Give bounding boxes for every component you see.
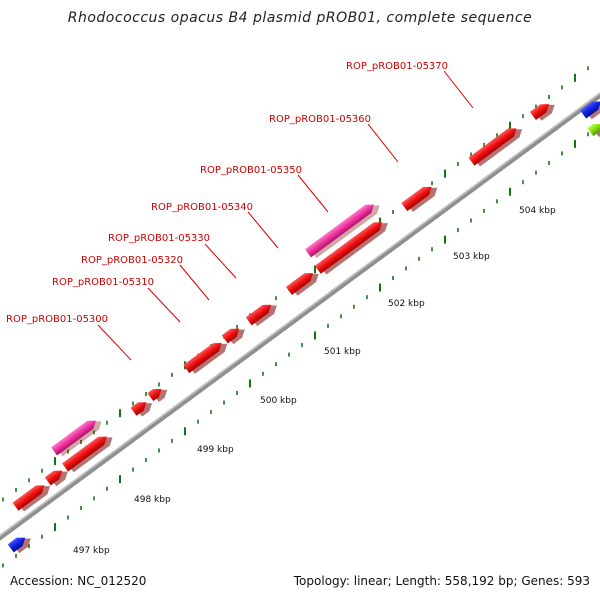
gene-arrow: [44, 470, 68, 487]
gene-label: ROP_pROB01-05300: [6, 314, 108, 325]
gene-arrow: [221, 328, 245, 345]
gene-label: ROP_pROB01-05330: [108, 233, 210, 244]
genome-summary-text: Topology: linear; Length: 558,192 bp; Ge…: [293, 574, 590, 588]
gene-arrow: [401, 186, 438, 212]
leader-line: [443, 70, 474, 109]
scale-label: 504 kbp: [519, 206, 556, 216]
gene-arrow: [62, 436, 113, 473]
gene-arrow: [245, 304, 277, 327]
scale-label: 497 kbp: [73, 546, 110, 556]
gene-arrow: [314, 222, 388, 275]
leader-line: [367, 123, 399, 163]
leader-line: [204, 243, 237, 279]
leader-line: [297, 174, 329, 213]
gene-label: ROP_pROB01-05310: [52, 277, 154, 288]
gene-arrow: [147, 388, 168, 403]
gene-label: ROP_pROB01-05320: [81, 255, 183, 266]
gene-arrow: [285, 273, 319, 296]
gene-label: ROP_pROB01-05350: [200, 165, 302, 176]
gene-arrow: [183, 342, 228, 374]
gene-label: ROP_pROB01-05370: [346, 61, 448, 72]
scale-label-group: 497 kbp 498 kbp 499 kbp 500 kbp 501 kbp …: [73, 206, 556, 556]
leader-line: [247, 211, 279, 249]
gene-label: ROP_pROB01-05340: [151, 202, 253, 213]
tick-tracks: [2, 66, 589, 568]
gene-arrow: [305, 204, 380, 259]
leader-line: [179, 264, 210, 301]
sequence-backbone: [0, 92, 600, 541]
accession-text: Accession: NC_012520: [10, 574, 147, 588]
gene-arrow: [468, 128, 523, 167]
scale-label: 499 kbp: [197, 445, 234, 455]
gene-arrow: [7, 537, 31, 554]
map-title: Rhodococcus opacus B4 plasmid pROB01, co…: [67, 10, 533, 26]
scale-label: 501 kbp: [324, 347, 361, 357]
gene-arrow: [587, 123, 600, 138]
gene-arrow: [12, 485, 51, 512]
gene-features: [7, 101, 600, 554]
gene-arrow: [529, 104, 555, 121]
gene-label-group: ROP_pROB01-05300 ROP_pROB01-05310 ROP_pR…: [6, 61, 474, 361]
leader-line: [97, 324, 132, 361]
gene-arrow: [130, 402, 153, 417]
scale-label: 498 kbp: [134, 495, 171, 505]
gene-arrow: [580, 101, 600, 120]
scale-label: 503 kbp: [453, 252, 490, 262]
gene-arrow: [51, 420, 102, 457]
gene-label: ROP_pROB01-05360: [269, 114, 371, 125]
leader-line: [147, 287, 181, 323]
scale-label: 502 kbp: [388, 299, 425, 309]
scale-label: 500 kbp: [260, 396, 297, 406]
